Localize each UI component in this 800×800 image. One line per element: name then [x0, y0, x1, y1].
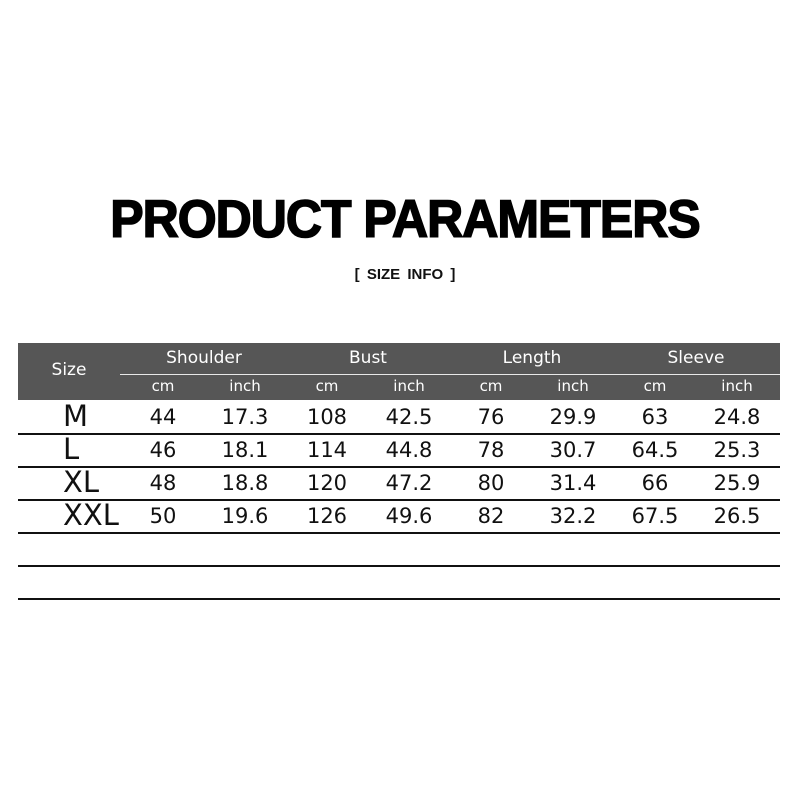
- table-row: L 46 18.1 114 44.8 78 30.7 64.5 25.3: [18, 432, 780, 468]
- unit-header: inch: [721, 377, 753, 395]
- table-cell: 63: [641, 405, 669, 429]
- table-cell: 32.2: [549, 504, 597, 528]
- group-header-length: Length: [502, 348, 562, 368]
- group-header-bust: Bust: [349, 348, 387, 368]
- group-header-shoulder: Shoulder: [166, 348, 242, 368]
- table-cell: 25.9: [713, 471, 761, 495]
- unit-header: cm: [151, 377, 175, 395]
- table-cell: 26.5: [713, 504, 761, 528]
- unit-header: inch: [229, 377, 261, 395]
- unit-header: cm: [315, 377, 339, 395]
- table-cell: 18.1: [221, 438, 269, 462]
- table-row: M 44 17.3 108 42.5 76 29.9 63 24.8: [18, 399, 780, 435]
- table-cell: 108: [306, 405, 348, 429]
- size-label: XXL: [63, 498, 119, 532]
- table-cell: 17.3: [221, 405, 269, 429]
- empty-row-divider: [18, 598, 780, 600]
- table-cell: 44: [149, 405, 177, 429]
- table-cell: 25.3: [713, 438, 761, 462]
- size-label: L: [63, 432, 80, 466]
- page-title: PRODUCT PARAMETERS: [110, 189, 702, 249]
- table-cell: 24.8: [713, 405, 761, 429]
- table-cell: 67.5: [631, 504, 679, 528]
- size-column-header: Size: [51, 360, 87, 380]
- table-cell: 42.5: [385, 405, 433, 429]
- table-cell: 19.6: [221, 504, 269, 528]
- table-row: XL 48 18.8 120 47.2 80 31.4 66 25.9: [18, 465, 780, 501]
- table-cell: 64.5: [631, 438, 679, 462]
- table-cell: 18.8: [221, 471, 269, 495]
- empty-row-divider: [18, 565, 780, 567]
- table-row: XXL 50 19.6 126 49.6 82 32.2 67.5 26.5: [18, 498, 780, 534]
- table-cell: 29.9: [549, 405, 597, 429]
- table-cell: 126: [306, 504, 348, 528]
- group-header-sleeve: Sleeve: [667, 348, 725, 368]
- table-cell: 120: [306, 471, 348, 495]
- table-cell: 76: [477, 405, 505, 429]
- size-label: M: [63, 399, 89, 433]
- unit-header: inch: [557, 377, 589, 395]
- table-header: Size Shoulder Bust Length Sleeve cm inch…: [18, 343, 780, 400]
- table-cell: 50: [149, 504, 177, 528]
- header-divider: [120, 374, 780, 375]
- table-cell: 82: [477, 504, 505, 528]
- table-cell: 30.7: [549, 438, 597, 462]
- table-cell: 44.8: [385, 438, 433, 462]
- unit-header: inch: [393, 377, 425, 395]
- table-cell: 48: [149, 471, 177, 495]
- unit-header: cm: [643, 377, 667, 395]
- table-cell: 80: [477, 471, 505, 495]
- table-cell: 31.4: [549, 471, 597, 495]
- page-subtitle: [ SIZE INFO ]: [354, 266, 456, 283]
- table-cell: 114: [306, 438, 348, 462]
- table-cell: 46: [149, 438, 177, 462]
- table-cell: 78: [477, 438, 505, 462]
- size-label: XL: [63, 465, 100, 499]
- table-cell: 49.6: [385, 504, 433, 528]
- table-cell: 47.2: [385, 471, 433, 495]
- table-cell: 66: [641, 471, 669, 495]
- unit-header: cm: [479, 377, 503, 395]
